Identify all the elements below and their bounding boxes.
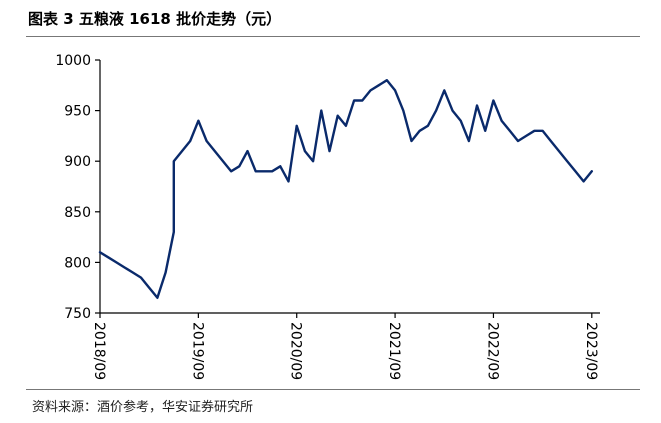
figure-title: 图表 3 五粮液 1618 批价走势（元） [28,10,282,28]
footer-divider [26,389,640,390]
x-tick-label: 2020/09 [288,322,304,380]
y-tick-label: 950 [64,104,91,120]
chart-axes: 750 800 850 900 950 1000 2018/09 2019/09 2020/09… [55,53,600,380]
y-tick-label: 900 [64,154,91,170]
y-tick-label: 1000 [55,53,91,69]
x-tick-label: 2023/09 [583,322,599,380]
y-tick-label: 800 [64,255,91,271]
x-tick-label: 2021/09 [386,322,402,380]
price-series-line [98,78,593,299]
y-tick-label: 750 [64,306,91,322]
x-tick-label: 2019/09 [189,322,205,380]
y-tick-label: 850 [64,205,91,221]
chart-plot-area [98,78,593,299]
title-divider [26,36,640,37]
x-tick-label: 2022/09 [484,322,500,380]
x-tick-label: 2018/09 [91,322,107,380]
source-note: 资料来源：酒价参考，华安证券研究所 [32,400,254,415]
